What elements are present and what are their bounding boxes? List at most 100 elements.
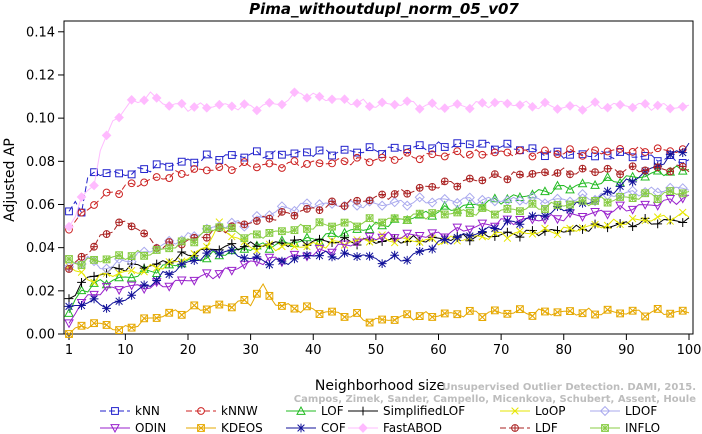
legend-marker-lof (296, 405, 306, 415)
series-point-knnw (378, 153, 387, 162)
series-point-kdeos (678, 306, 687, 315)
series-point-ldf (365, 196, 374, 205)
series-point-odin (477, 219, 488, 229)
series-point-inflo (428, 209, 437, 217)
series-point-simplifiedlof (665, 215, 675, 225)
series-point-ldf (328, 197, 336, 206)
legend-item-knn: kNN (100, 404, 160, 418)
series-line-knnw (68, 145, 690, 230)
series-point-ldf (102, 230, 111, 238)
series-point-simplifiedlof (64, 294, 74, 304)
series-point-ldf (140, 229, 149, 238)
series-point-fastabod (277, 99, 287, 110)
series-point-loop (553, 230, 562, 239)
series-point-inflo (678, 189, 687, 198)
series-point-knnw (478, 150, 487, 159)
series-point-cof (152, 276, 162, 285)
series-point-lof (640, 171, 651, 181)
y-tick-label: 0.12 (26, 68, 55, 83)
plot-area: 1 10 20 30 40 50 60 70 80 90 100 0.00 0.02 0.04 0.06 0.… (26, 20, 701, 358)
series-point-ldf (603, 164, 612, 173)
watermark-line-2: Campos, Zimek, Sander, Campello, Micenko… (294, 394, 696, 405)
series-point-fastabod (452, 99, 463, 109)
legend-marker-cof (296, 423, 306, 433)
legend-item-lof: LOF (286, 404, 344, 418)
legend-marker-kdeos (197, 424, 205, 432)
series-point-loop (578, 224, 587, 232)
series-point-cof (214, 249, 224, 259)
legend-item-ldf: LDF (500, 421, 558, 434)
series-point-kdeos (566, 307, 574, 315)
series-point-kdeos (628, 306, 637, 315)
series-point-knn (591, 152, 599, 161)
series-point-fastabod (515, 100, 525, 110)
series-point-fastabod (414, 104, 425, 114)
series-point-loop (340, 241, 349, 249)
series-point-inflo (378, 218, 387, 227)
series-point-knn (428, 144, 437, 153)
series-point-ldof (351, 200, 363, 211)
series-point-kdeos (528, 312, 537, 320)
x-tick-label: 90 (618, 343, 635, 358)
series-point-loop (165, 257, 173, 266)
series-point-ldf (202, 233, 211, 242)
series-point-kdeos (666, 309, 675, 318)
series-point-simplifiedlof (678, 218, 688, 227)
series-point-fastabod (389, 99, 400, 110)
series-point-fastabod (201, 102, 212, 113)
series-point-cof (515, 219, 525, 229)
series-point-fastabod (502, 98, 513, 109)
series-point-lof (76, 285, 87, 295)
series-point-loop (265, 240, 274, 248)
series-point-knnw (365, 158, 374, 167)
series-point-odin (314, 244, 325, 254)
series-point-loop (328, 236, 336, 245)
series-point-odin (377, 233, 387, 243)
series-point-cof (502, 216, 512, 226)
series-point-knnw (278, 164, 286, 172)
legend-marker-odin (110, 424, 120, 434)
series-point-fastabod (640, 98, 650, 109)
series-point-inflo (303, 224, 311, 233)
series-point-ldf (240, 220, 249, 229)
series-point-fastabod (527, 101, 538, 112)
series-point-fastabod (176, 98, 187, 109)
series-point-ldf (453, 182, 462, 191)
series-point-inflo (553, 201, 562, 209)
legend-label-ldof: LDOF (625, 404, 657, 418)
series-point-ldf (303, 204, 311, 213)
series-point-inflo (240, 234, 249, 243)
series-point-odin (602, 210, 613, 220)
series-point-knn (127, 170, 136, 179)
series-point-fastabod (264, 97, 275, 108)
series-point-knnw (641, 148, 650, 156)
legend-item-cof: COF (286, 421, 346, 434)
series-point-cof (189, 256, 199, 265)
series-point-knnw (315, 159, 324, 168)
series-point-odin (364, 232, 375, 242)
series-point-odin (214, 270, 225, 280)
series-point-cof (290, 254, 299, 264)
series-point-ldof (377, 200, 388, 211)
series-point-simplifiedlof (177, 247, 187, 257)
series-point-ldf (465, 174, 474, 183)
series-point-knnw (102, 188, 111, 197)
series-point-inflo (90, 255, 98, 264)
series-point-kdeos (215, 300, 224, 309)
series-point-cof (89, 294, 99, 304)
series-line-ldf (68, 164, 690, 270)
y-tick-label: 0.14 (26, 25, 55, 40)
series-point-kdeos (77, 321, 86, 330)
series-point-ldf (127, 222, 136, 231)
series-point-knn (252, 147, 261, 156)
series-point-knn (553, 147, 562, 156)
series-point-inflo (415, 209, 424, 218)
series-point-ldf (490, 170, 499, 178)
series-point-knn (478, 139, 487, 148)
series-point-cof (390, 250, 400, 260)
series-point-knn (152, 160, 161, 169)
series-point-fastabod (590, 97, 600, 107)
series-point-knnw (415, 155, 424, 164)
series-point-loop (678, 208, 687, 217)
series-point-fastabod (327, 94, 337, 105)
